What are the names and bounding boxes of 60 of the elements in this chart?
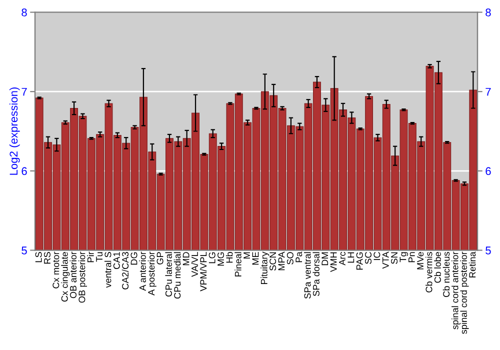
y2-tick-label: 6	[486, 167, 491, 176]
x-tick-label: SCN	[270, 252, 276, 271]
x-tick-label: Tg	[400, 252, 408, 262]
x-tick-label: Hb	[226, 252, 233, 263]
x-tick-label: VTA	[382, 252, 389, 269]
x-tick-label: spinal cord posterior	[460, 252, 469, 334]
x-tick-label: LG	[208, 252, 216, 264]
x-tick-label: VPM/VPL	[200, 252, 207, 292]
x-tick-label: SO	[286, 252, 294, 264]
x-tick-label: VA/VL	[191, 252, 198, 277]
x-tick-label: A anterior	[139, 252, 146, 291]
x-tick-label: IC	[374, 252, 380, 260]
x-tick-label: Pn	[408, 252, 415, 262]
x-tick-label: RS	[44, 252, 50, 264]
x-tick-label: GP	[156, 252, 164, 264]
x-tick-label: Pineal	[234, 252, 242, 276]
y-tick-label: 5	[22, 246, 27, 254]
y2-tick-label: 5	[486, 246, 491, 254]
x-tick-label: LH	[348, 252, 354, 263]
x-tick-label: Tu	[96, 252, 103, 262]
x-tick-label: ventral S	[104, 252, 112, 288]
x-tick-label: SPa dorsal	[312, 252, 320, 296]
x-tick-label: VMH	[330, 252, 337, 272]
x-tick-label: SC	[365, 252, 372, 264]
x-tick-label: CA2/CA3	[122, 252, 129, 290]
x-tick-label: Cx motor	[52, 252, 60, 288]
x-tick-label: Cx cingulate	[61, 252, 70, 302]
y-tick-label: 7	[22, 88, 27, 96]
x-tick-label: Pir	[87, 252, 94, 262]
x-tick-label: Cb lobe	[434, 252, 441, 283]
x-tick-label: PAG	[356, 252, 363, 270]
x-tick-label: Pituitary	[260, 252, 270, 284]
x-tick-label: OB posterior	[78, 252, 87, 303]
x-tick-label: ME	[252, 252, 259, 265]
x-tick-label: M	[244, 252, 250, 259]
x-tick-label: DM	[322, 252, 328, 266]
x-tick-label: CPu medial	[174, 252, 181, 299]
x-tick-label: SPa ventral	[304, 252, 311, 299]
x-tick-label: Pa	[296, 252, 302, 262]
x-tick-label: A posterior	[148, 252, 156, 296]
x-tick-label: spinal cord anterior	[452, 252, 460, 330]
x-tick-label: SN	[391, 252, 398, 264]
x-tick-label: Cb nucleus	[442, 252, 450, 298]
x-tick-label: CPu lateral	[165, 252, 172, 297]
y-tick-label: 8	[22, 8, 27, 16]
x-tick-label: MVe	[417, 252, 424, 270]
x-tick-label: LS	[35, 252, 42, 262]
x-tick-label: MG	[218, 252, 224, 266]
x-tick-label: Retina	[468, 252, 476, 278]
x-tick-label: DG	[130, 252, 138, 265]
y2-tick-label: 7	[486, 88, 491, 96]
x-tick-label: CA1	[113, 252, 120, 270]
x-tick-label: Cb vermis	[426, 252, 432, 292]
x-tick-label: MPA	[278, 252, 285, 270]
y-tick-label: 6	[22, 167, 27, 176]
x-tick-label: MD	[182, 252, 190, 266]
y-axis-title: Log2 (expression)	[9, 87, 20, 175]
x-tick-label: Arc	[339, 252, 346, 266]
x-tick-label: OB anterior	[70, 252, 77, 298]
y2-tick-label: 8	[486, 8, 491, 16]
